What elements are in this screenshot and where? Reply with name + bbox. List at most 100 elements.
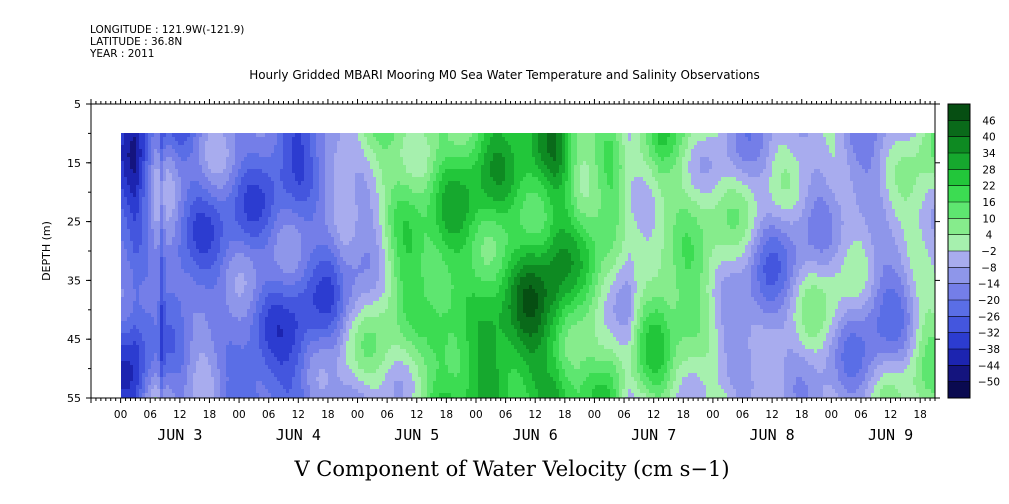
heatmap-cell xyxy=(160,329,163,333)
heatmap-cell xyxy=(181,293,184,297)
heatmap-cell xyxy=(286,177,289,181)
heatmap-cell xyxy=(187,257,190,261)
heatmap-cell xyxy=(316,249,319,253)
heatmap-cell xyxy=(277,221,280,225)
heatmap-cell xyxy=(271,349,274,353)
heatmap-cell xyxy=(265,277,268,281)
heatmap-cell xyxy=(247,377,250,381)
heatmap-cell xyxy=(154,305,157,309)
heatmap-cell xyxy=(205,321,208,325)
heatmap-cell xyxy=(169,197,172,201)
heatmap-cell xyxy=(148,297,151,301)
heatmap-cell xyxy=(274,137,277,141)
heatmap-cell xyxy=(310,181,313,185)
heatmap-cell xyxy=(331,385,334,389)
heatmap-cell xyxy=(244,237,247,241)
heatmap-cell xyxy=(229,321,232,325)
heatmap-cell xyxy=(244,193,247,197)
heatmap-cell xyxy=(322,313,325,317)
heatmap-cell xyxy=(193,245,196,249)
heatmap-cell xyxy=(316,309,319,313)
heatmap-cell xyxy=(130,233,133,237)
heatmap-cell xyxy=(181,225,184,229)
heatmap-cell xyxy=(238,349,241,353)
heatmap-cell xyxy=(151,393,154,397)
heatmap-cell xyxy=(196,233,199,237)
heatmap-cell xyxy=(148,389,151,393)
heatmap-cell xyxy=(151,365,154,369)
heatmap-cell xyxy=(334,169,337,173)
heatmap-cell xyxy=(295,269,298,273)
heatmap-cell xyxy=(133,241,136,245)
heatmap-cell xyxy=(253,241,256,245)
heatmap-cell xyxy=(286,313,289,317)
heatmap-cell xyxy=(175,281,178,285)
heatmap-cell xyxy=(298,245,301,249)
heatmap-cell xyxy=(247,225,250,229)
heatmap-cell xyxy=(289,137,292,141)
heatmap-cell xyxy=(277,145,280,149)
heatmap-cell xyxy=(325,181,328,185)
heatmap-cell xyxy=(133,197,136,201)
heatmap-cell xyxy=(244,373,247,377)
heatmap-cell xyxy=(271,353,274,357)
heatmap-cell xyxy=(283,381,286,385)
heatmap-cell xyxy=(148,221,151,225)
heatmap-cell xyxy=(322,201,325,205)
heatmap-cell xyxy=(316,197,319,201)
heatmap-cell xyxy=(247,249,250,253)
heatmap-cell xyxy=(163,137,166,141)
heatmap-cell xyxy=(211,173,214,177)
heatmap-cell xyxy=(151,237,154,241)
heatmap-cell xyxy=(223,133,226,137)
heatmap-cell xyxy=(178,229,181,233)
heatmap-cell xyxy=(313,133,316,137)
heatmap-cell xyxy=(262,333,265,337)
heatmap-cell xyxy=(247,181,250,185)
heatmap-cell xyxy=(124,325,127,329)
heatmap-cell xyxy=(328,157,331,161)
heatmap-cell xyxy=(298,345,301,349)
heatmap-cell xyxy=(232,153,235,157)
heatmap-cell xyxy=(223,349,226,353)
heatmap-cell xyxy=(250,317,253,321)
heatmap-cell xyxy=(286,373,289,377)
heatmap-cell xyxy=(301,169,304,173)
heatmap-cell xyxy=(151,321,154,325)
heatmap-cell xyxy=(265,217,268,221)
heatmap-cell xyxy=(226,269,229,273)
heatmap-cell xyxy=(157,285,160,289)
heatmap-cell xyxy=(148,353,151,357)
heatmap-cell xyxy=(244,285,247,289)
heatmap-cell xyxy=(217,389,220,393)
heatmap-cell xyxy=(286,389,289,393)
heatmap-cell xyxy=(271,305,274,309)
heatmap-cell xyxy=(247,353,250,357)
heatmap-cell xyxy=(253,341,256,345)
heatmap-cell xyxy=(208,137,211,141)
heatmap-cell xyxy=(256,281,259,285)
heatmap-cell xyxy=(271,253,274,257)
heatmap-cell xyxy=(124,173,127,177)
heatmap-cell xyxy=(202,225,205,229)
heatmap-cell xyxy=(184,389,187,393)
heatmap-cell xyxy=(184,137,187,141)
heatmap-cell xyxy=(340,345,343,349)
heatmap-cell xyxy=(211,285,214,289)
heatmap-cell xyxy=(214,385,217,389)
heatmap-cell xyxy=(235,353,238,357)
heatmap-cell xyxy=(136,345,139,349)
heatmap-cell xyxy=(280,165,283,169)
heatmap-cell xyxy=(154,317,157,321)
heatmap-cell xyxy=(247,141,250,145)
heatmap-cell xyxy=(205,209,208,213)
heatmap-cell xyxy=(208,189,211,193)
heatmap-cell xyxy=(166,389,169,393)
heatmap-cell xyxy=(250,305,253,309)
heatmap-cell xyxy=(268,349,271,353)
heatmap-cell xyxy=(307,345,310,349)
heatmap-cell xyxy=(214,157,217,161)
heatmap-cell xyxy=(169,213,172,217)
heatmap-cell xyxy=(313,245,316,249)
heatmap-cell xyxy=(220,189,223,193)
